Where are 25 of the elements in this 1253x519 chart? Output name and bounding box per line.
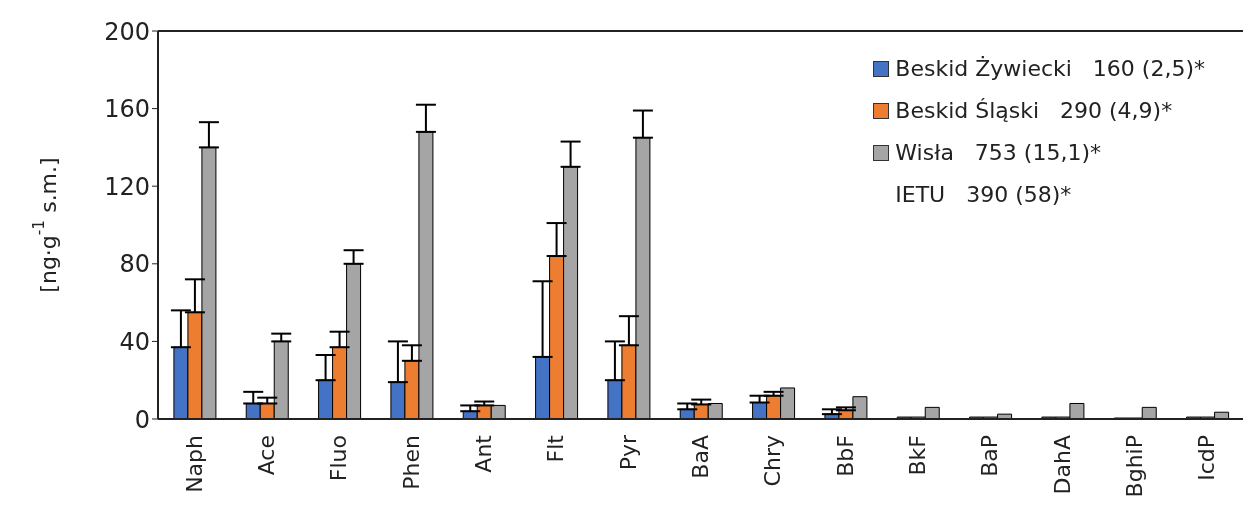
y-tick-label: 200 [104,17,150,46]
legend-label: Beskid Śląski 290 (4,9)* [895,97,1173,125]
x-tick-label: DahA [1049,435,1075,495]
legend-label: Wisła 753 (15,1)* [895,139,1101,167]
x-tick-label: Ace [254,435,279,476]
x-tick-label: Naph [181,435,207,493]
x-tick-label: IcdP [1194,435,1220,481]
y-tick-label: 120 [104,172,150,201]
x-tick-label: BbF [832,435,858,477]
x-tick-label: BaP [977,435,1003,477]
legend-label: Beskid Żywiecki 160 (2,5)* [895,55,1205,83]
x-tick-label: Pyr [615,434,641,471]
annotation: IETU 390 (58)* [894,181,1073,209]
y-tick-label: 160 [104,95,150,124]
x-tick-label: Fluo [326,435,352,482]
y-tick-label: 80 [119,250,150,279]
x-tick-label: Flt [543,434,569,463]
y-tick-label: 0 [134,405,150,434]
x-tick-label: Phen [398,435,424,490]
x-tick-label: Chry [760,435,786,487]
x-tick-label: BaA [688,435,713,479]
y-tick-label: 40 [119,327,150,356]
x-tick-label: BghiP [1122,435,1147,498]
x-tick-label: Ant [471,434,496,473]
x-tick-label: BkF [905,435,930,476]
